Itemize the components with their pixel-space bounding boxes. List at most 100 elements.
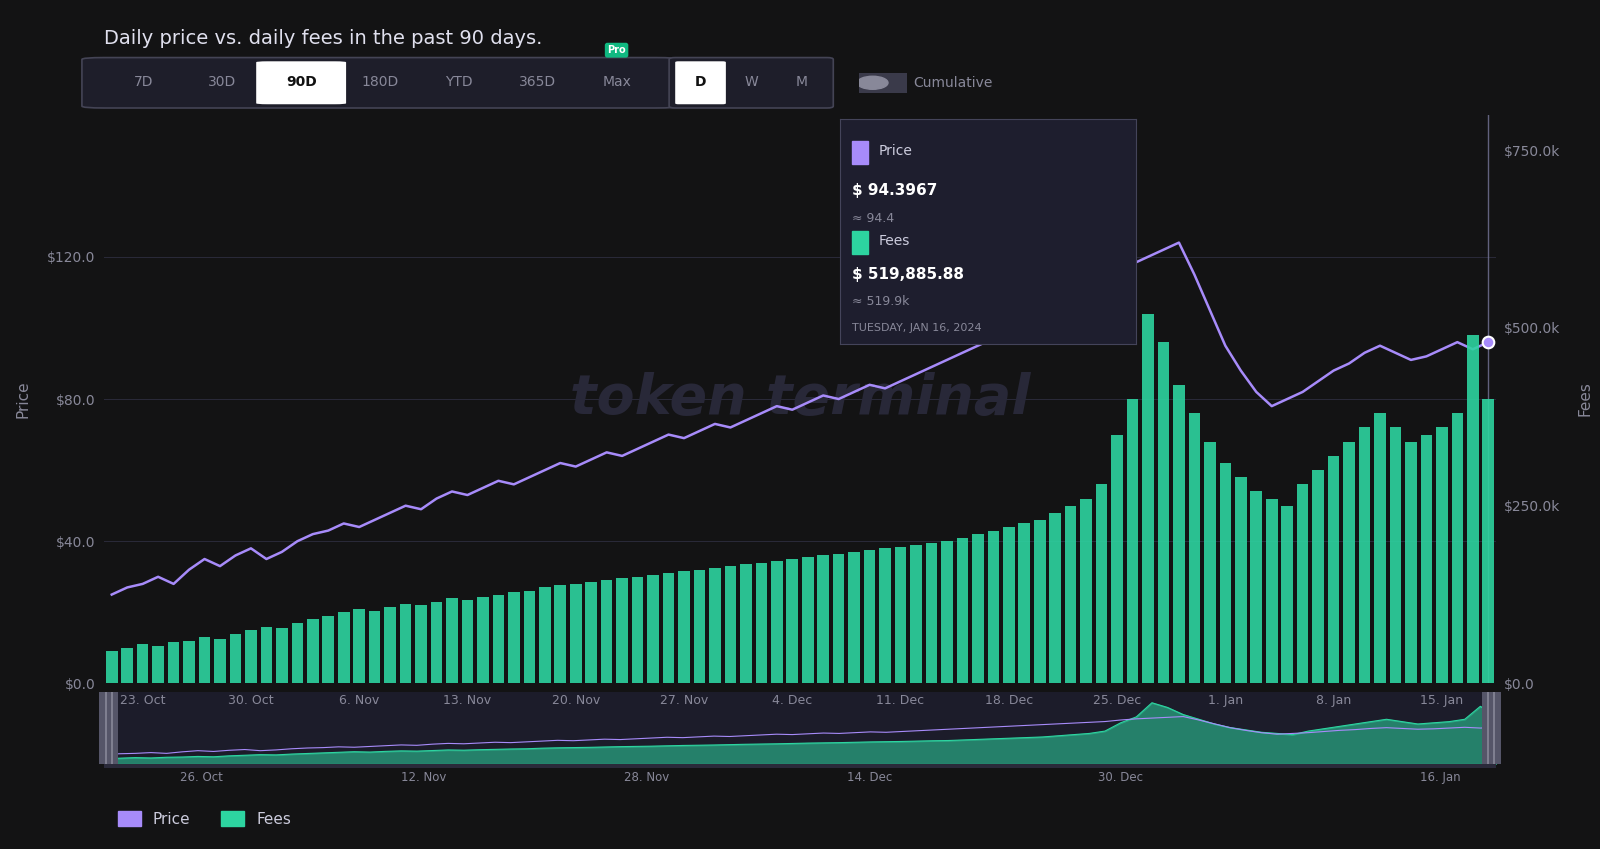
Text: 7D: 7D bbox=[134, 75, 154, 89]
Text: 12. Nov: 12. Nov bbox=[402, 771, 446, 784]
Bar bbox=[834, 554, 845, 683]
Bar bbox=[1019, 524, 1030, 683]
Bar bbox=[1312, 470, 1323, 683]
Bar bbox=[1205, 441, 1216, 683]
Bar bbox=[1437, 428, 1448, 683]
Text: TUESDAY, JAN 16, 2024: TUESDAY, JAN 16, 2024 bbox=[851, 323, 981, 333]
Bar bbox=[1251, 492, 1262, 683]
Bar bbox=[1235, 477, 1246, 683]
Bar bbox=[555, 585, 566, 683]
Bar bbox=[462, 599, 474, 683]
Text: 26. Oct: 26. Oct bbox=[181, 771, 222, 784]
Text: D: D bbox=[694, 75, 706, 89]
Bar bbox=[771, 561, 782, 683]
Text: 180D: 180D bbox=[362, 75, 398, 89]
Bar bbox=[864, 550, 875, 683]
Bar bbox=[277, 628, 288, 683]
Text: 6. Nov: 6. Nov bbox=[339, 694, 379, 706]
Text: token terminal: token terminal bbox=[570, 372, 1030, 426]
Bar bbox=[354, 609, 365, 683]
Bar bbox=[509, 593, 520, 683]
Text: Price: Price bbox=[878, 144, 912, 159]
Bar bbox=[1158, 342, 1170, 683]
Bar bbox=[370, 611, 381, 683]
Bar bbox=[632, 576, 643, 683]
Text: 23. Oct: 23. Oct bbox=[120, 694, 165, 706]
Bar bbox=[880, 548, 891, 683]
Bar bbox=[446, 599, 458, 683]
Text: 18. Dec: 18. Dec bbox=[984, 694, 1034, 706]
Bar bbox=[1344, 441, 1355, 683]
Text: $ 94.3967: $ 94.3967 bbox=[851, 183, 938, 199]
Bar bbox=[198, 638, 210, 683]
Legend: Price, Fees: Price, Fees bbox=[112, 805, 298, 833]
Bar bbox=[1034, 520, 1045, 683]
Bar bbox=[851, 141, 869, 164]
Bar bbox=[1358, 428, 1370, 683]
Text: 20. Nov: 20. Nov bbox=[552, 694, 600, 706]
Bar bbox=[818, 555, 829, 683]
Text: 16. Jan: 16. Jan bbox=[1421, 771, 1461, 784]
Bar bbox=[416, 605, 427, 683]
Bar bbox=[493, 594, 504, 683]
Text: ≈ 94.4: ≈ 94.4 bbox=[851, 212, 894, 226]
Bar bbox=[477, 597, 488, 683]
Bar bbox=[138, 644, 149, 683]
FancyBboxPatch shape bbox=[675, 61, 726, 104]
FancyBboxPatch shape bbox=[256, 61, 346, 104]
Bar bbox=[430, 602, 442, 683]
Text: ≈ 519.9k: ≈ 519.9k bbox=[851, 295, 909, 307]
Text: Max: Max bbox=[602, 75, 630, 89]
Bar bbox=[539, 588, 550, 683]
Bar bbox=[957, 537, 968, 683]
Bar bbox=[1173, 385, 1184, 683]
Bar bbox=[648, 576, 659, 683]
Bar bbox=[678, 571, 690, 683]
Bar bbox=[725, 566, 736, 683]
Bar bbox=[1050, 513, 1061, 683]
Text: 90D: 90D bbox=[286, 75, 317, 89]
FancyBboxPatch shape bbox=[854, 70, 912, 95]
Bar bbox=[1096, 485, 1107, 683]
Text: Daily price vs. daily fees in the past 90 days.: Daily price vs. daily fees in the past 9… bbox=[104, 29, 542, 48]
Bar bbox=[694, 570, 706, 683]
Text: 30. Oct: 30. Oct bbox=[229, 694, 274, 706]
Bar bbox=[941, 542, 952, 683]
Bar bbox=[755, 563, 766, 683]
Bar bbox=[586, 582, 597, 683]
Bar bbox=[848, 552, 859, 683]
Circle shape bbox=[858, 76, 888, 89]
Text: 14. Dec: 14. Dec bbox=[846, 771, 893, 784]
Bar bbox=[168, 642, 179, 683]
Bar bbox=[1374, 413, 1386, 683]
FancyBboxPatch shape bbox=[669, 58, 834, 108]
Bar bbox=[338, 612, 349, 683]
Bar bbox=[307, 620, 318, 683]
Bar bbox=[741, 564, 752, 683]
Bar bbox=[570, 584, 581, 683]
Text: Fees: Fees bbox=[878, 234, 910, 249]
Bar bbox=[1298, 485, 1309, 683]
Bar bbox=[926, 543, 938, 683]
Text: 8. Jan: 8. Jan bbox=[1315, 694, 1352, 706]
Text: 30D: 30D bbox=[208, 75, 237, 89]
Bar bbox=[1142, 314, 1154, 683]
Bar bbox=[523, 591, 534, 683]
Bar bbox=[602, 581, 613, 683]
Bar bbox=[1219, 463, 1230, 683]
Text: M: M bbox=[795, 75, 808, 89]
Bar bbox=[1451, 413, 1462, 683]
Bar bbox=[1112, 435, 1123, 683]
Bar bbox=[261, 627, 272, 683]
Bar bbox=[106, 651, 117, 683]
Bar bbox=[1126, 399, 1138, 683]
Bar bbox=[1390, 428, 1402, 683]
Text: 365D: 365D bbox=[518, 75, 557, 89]
Bar bbox=[616, 578, 627, 683]
Text: 27. Nov: 27. Nov bbox=[659, 694, 709, 706]
Bar bbox=[987, 531, 998, 683]
Bar bbox=[1467, 335, 1478, 683]
Bar bbox=[910, 545, 922, 683]
Bar bbox=[152, 646, 163, 683]
Text: 1. Jan: 1. Jan bbox=[1208, 694, 1243, 706]
